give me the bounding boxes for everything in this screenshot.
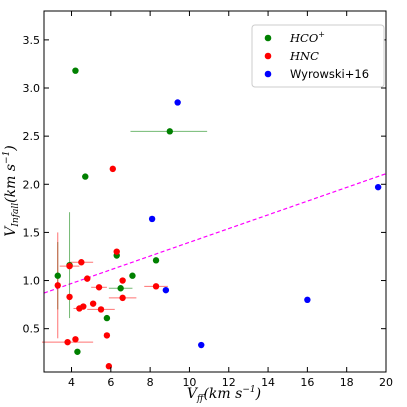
data-point-hnc: [113, 248, 120, 255]
data-point-wyrowski-16: [148, 215, 156, 223]
legend-label-wyrowski: Wyrowski+16: [290, 67, 369, 81]
x-tick-label: 10: [182, 376, 196, 389]
y-tick-label: 2.5: [23, 130, 41, 143]
data-point-hco: [117, 285, 124, 292]
data-point-hnc: [72, 336, 79, 343]
y-tick-label: 1.5: [23, 226, 41, 239]
x-axis-label-sub: ff: [196, 394, 205, 404]
data-point-hco: [166, 128, 173, 135]
x-axis-label-unit: km s: [209, 386, 242, 402]
legend-marker-wyrowski: [264, 70, 272, 78]
data-point-hnc: [54, 282, 61, 289]
y-axis-label: VInfall(km s−1): [2, 145, 21, 237]
data-point-hnc: [76, 305, 83, 312]
y-tick-label: 2.0: [23, 178, 41, 191]
y-tick-label: 3.0: [23, 82, 41, 95]
fit-line-layer: [43, 173, 387, 294]
data-point-layer: [54, 67, 382, 370]
legend-marker-hnc: [264, 52, 272, 60]
data-point-hnc: [152, 283, 160, 290]
data-point-hco: [82, 173, 89, 180]
data-point-wyrowski-16: [198, 341, 205, 349]
data-point-hnc: [97, 306, 105, 313]
y-tick-label: 3.5: [23, 34, 41, 47]
y-axis-label-close: ): [3, 145, 19, 151]
x-axis-label-close: ): [255, 386, 261, 402]
data-point-hnc: [95, 284, 103, 291]
x-axis-label: Vff(km s−1): [187, 385, 261, 404]
legend-label-hco-sup: +: [318, 30, 325, 39]
data-point-wyrowski-16: [304, 296, 311, 303]
data-point-hco: [72, 67, 79, 74]
y-axis-label-sub: Infall: [11, 203, 21, 228]
y-axis-label-open: (: [3, 197, 19, 203]
legend-label-hco-main: HCO: [289, 31, 319, 45]
x-tick-label: 12: [222, 376, 236, 389]
y-tick-label: 0.5: [23, 323, 41, 336]
x-tick-label: 4: [68, 376, 75, 389]
y-axis-label-exp: −1: [2, 151, 12, 164]
data-point-wyrowski-16: [374, 183, 382, 191]
data-point-wyrowski-16: [162, 286, 170, 294]
y-tick-label: 1.0: [23, 275, 41, 288]
data-point-hco: [129, 272, 136, 279]
x-tick-label: 14: [261, 376, 275, 389]
y-axis-label-main: V: [3, 225, 19, 237]
plot-frame: [43, 10, 387, 373]
x-axis-label-exp: −1: [242, 385, 255, 395]
error-bar-layer: [42, 130, 208, 343]
data-point-hnc: [89, 300, 97, 307]
data-point-hnc: [84, 275, 91, 282]
data-point-wyrowski-16: [174, 99, 181, 106]
x-axis-label-open: (: [203, 386, 209, 402]
data-point-hnc: [109, 165, 116, 173]
data-point-hco: [152, 257, 160, 264]
x-tick-label: 16: [300, 376, 314, 389]
data-point-hnc: [119, 294, 126, 302]
data-point-hnc: [66, 262, 73, 270]
data-point-hnc: [119, 277, 126, 284]
data-point-hco: [74, 348, 81, 355]
legend: HCO+ HNC Wyrowski+16: [251, 24, 385, 88]
y-axis-label-unit: km s: [3, 164, 19, 197]
x-axis-label-main: V: [187, 386, 199, 402]
data-point-hnc: [103, 332, 111, 339]
data-point-hco: [54, 272, 61, 279]
data-point-hnc: [64, 338, 71, 346]
data-point-hnc: [78, 259, 85, 266]
x-tick-label: 6: [107, 376, 114, 389]
data-point-hco: [103, 314, 111, 322]
x-tick-label: 18: [340, 376, 354, 389]
x-tick-label: 8: [147, 376, 154, 389]
legend-box: [251, 24, 385, 88]
legend-label-hnc: HNC: [289, 49, 319, 63]
data-point-hnc: [66, 293, 73, 301]
legend-marker-hco: [264, 34, 272, 42]
axes-layer: 4 6 8 10 12 14 16 18 20 0.5 1.0 1.5 2.0 2.5 3.0 3.5: [23, 11, 393, 389]
x-tick-label: 20: [379, 376, 393, 389]
fit-line: [43, 173, 387, 294]
legend-label-hco: HCO+: [289, 30, 325, 45]
